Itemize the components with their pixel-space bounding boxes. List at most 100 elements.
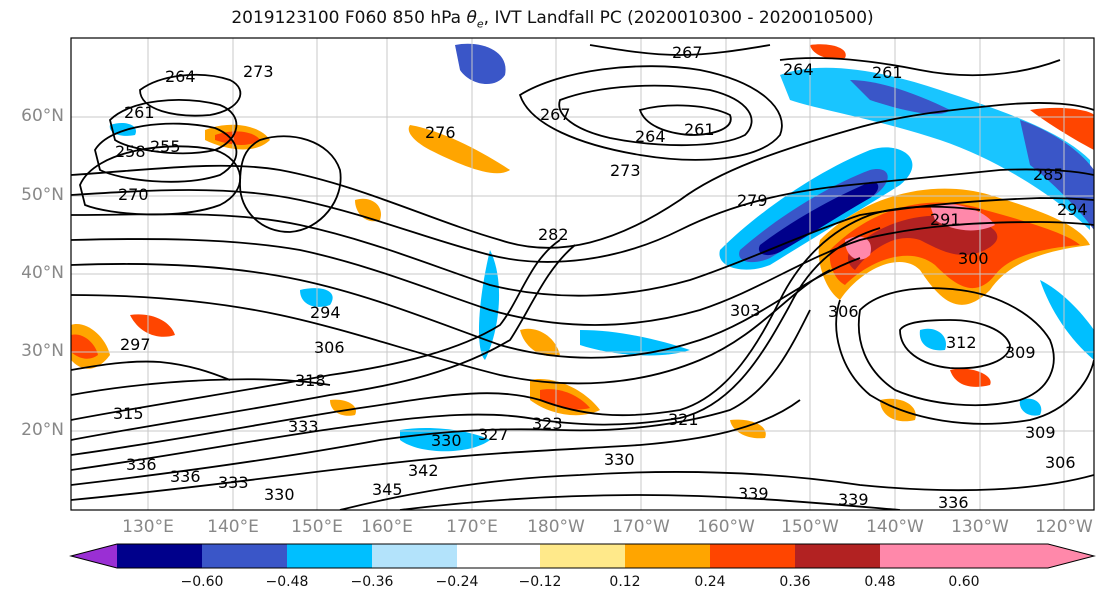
contour-label: 339 bbox=[738, 484, 769, 503]
contour-label: 300 bbox=[958, 249, 989, 268]
contour-label: 339 bbox=[838, 490, 869, 509]
blue-region-bering bbox=[455, 43, 506, 85]
colorbar-tick-label: 0.36 bbox=[779, 574, 811, 590]
contour-label: 273 bbox=[243, 62, 274, 81]
lat-label: 30°N bbox=[21, 341, 64, 361]
colorbar-extend-high bbox=[964, 544, 1094, 568]
lat-label: 60°N bbox=[21, 106, 64, 126]
blue-region-west-coast bbox=[1040, 280, 1094, 360]
contour-labels: 264 261 258 255 273 270 276 267 264 261 … bbox=[113, 43, 1088, 512]
colorbar-segment bbox=[625, 544, 710, 568]
contour-label: 309 bbox=[1005, 343, 1036, 362]
contour-label: 345 bbox=[372, 480, 403, 499]
contour-label: 342 bbox=[408, 461, 439, 480]
colorbar-segment bbox=[372, 544, 457, 568]
colorbar-tick-label: 0.12 bbox=[609, 574, 641, 590]
contour-label: 261 bbox=[684, 120, 715, 139]
contour-label: 264 bbox=[635, 127, 666, 146]
warm-region-kamchatka bbox=[408, 125, 510, 174]
contour-label: 261 bbox=[872, 63, 903, 82]
blue-patch-1 bbox=[300, 288, 333, 307]
warm-patch-8 bbox=[810, 44, 846, 60]
colorbar-segment bbox=[202, 544, 287, 568]
lon-label: 160°W bbox=[697, 517, 755, 537]
lon-label: 120°W bbox=[1035, 517, 1093, 537]
lat-label: 20°N bbox=[21, 420, 64, 440]
contour-label: 297 bbox=[120, 335, 151, 354]
blue-region-canada bbox=[1020, 120, 1094, 230]
lon-label: 180°W bbox=[527, 517, 585, 537]
colorbar bbox=[69, 543, 1096, 569]
colorbar-extend-low bbox=[71, 544, 117, 568]
colorbar-segment bbox=[710, 544, 795, 568]
warm-patch-2 bbox=[130, 314, 175, 337]
lon-label: 170°E bbox=[446, 517, 498, 537]
lat-label: 40°N bbox=[21, 263, 64, 283]
lat-label: 50°N bbox=[21, 185, 64, 205]
map-frame bbox=[70, 37, 1095, 511]
contour-label: 258 bbox=[115, 142, 146, 161]
title-suffix: , IVT Landfall PC (2020010300 - 20200105… bbox=[483, 8, 874, 28]
contour-label: 294 bbox=[310, 303, 341, 322]
contour-label: 318 bbox=[295, 371, 326, 390]
colorbar-tick-label: −0.12 bbox=[518, 574, 562, 590]
lon-label: 160°E bbox=[361, 517, 413, 537]
colorbar-segment bbox=[117, 544, 202, 568]
blue-region-alaska-inner bbox=[850, 80, 950, 115]
lon-label: 170°W bbox=[612, 517, 670, 537]
contour-label: 321 bbox=[668, 410, 699, 429]
lon-label: 130°W bbox=[951, 517, 1009, 537]
colorbar-segment bbox=[880, 544, 964, 568]
colorbar-tick-label: −0.24 bbox=[435, 574, 479, 590]
colorbar-tick-label: −0.60 bbox=[180, 574, 224, 590]
colorbar-segment bbox=[287, 544, 372, 568]
blue-region-alaska bbox=[780, 67, 1090, 231]
contour-label: 309 bbox=[1025, 423, 1056, 442]
contour-label: 279 bbox=[737, 191, 768, 210]
contour-label: 261 bbox=[124, 103, 155, 122]
contour-label: 315 bbox=[113, 404, 144, 423]
lon-label: 150°W bbox=[781, 517, 839, 537]
contour-label: 270 bbox=[118, 185, 149, 204]
colorbar-tick-label: −0.36 bbox=[350, 574, 394, 590]
lon-label: 140°W bbox=[866, 517, 924, 537]
contour-label: 306 bbox=[1045, 453, 1076, 472]
map-title: 2019123100 F060 850 hPa θe, IVT Landfall… bbox=[0, 8, 1105, 30]
title-prefix: 2019123100 F060 850 hPa bbox=[231, 8, 467, 28]
contour-label: 323 bbox=[532, 414, 563, 433]
theta-e-contours bbox=[71, 44, 1094, 510]
warm-patch-1 bbox=[520, 328, 560, 357]
contour-label: 294 bbox=[1057, 200, 1088, 219]
contour-label: 330 bbox=[604, 450, 635, 469]
blue-patch-2 bbox=[919, 328, 946, 351]
blue-region-core bbox=[758, 181, 879, 256]
colorbar-tick-label: −0.48 bbox=[265, 574, 309, 590]
contour-label: 330 bbox=[264, 485, 295, 504]
theta-subscript: e bbox=[476, 17, 484, 31]
contour-label: 267 bbox=[672, 43, 703, 62]
lon-label: 150°E bbox=[291, 517, 343, 537]
colorbar-segment bbox=[540, 544, 625, 568]
shaded-anomalies bbox=[71, 43, 1094, 452]
colorbar-tick-label: 0.48 bbox=[864, 574, 896, 590]
contour-label: 276 bbox=[425, 123, 456, 142]
contour-label: 333 bbox=[218, 473, 249, 492]
contour-label: 306 bbox=[828, 302, 859, 321]
contour-label: 312 bbox=[946, 333, 977, 352]
contour-label: 336 bbox=[170, 467, 201, 486]
contour-label: 282 bbox=[538, 225, 569, 244]
contour-label: 303 bbox=[730, 301, 761, 320]
contour-label: 333 bbox=[288, 417, 319, 436]
blue-streak-central bbox=[478, 250, 500, 360]
contour-label: 291 bbox=[930, 210, 961, 229]
contour-label: 327 bbox=[478, 425, 509, 444]
contour-label: 267 bbox=[540, 105, 571, 124]
lon-label: 130°E bbox=[122, 517, 174, 537]
colorbar-tick-label: 0.24 bbox=[694, 574, 726, 590]
warm-region-canada bbox=[1030, 107, 1094, 150]
contour-label: 273 bbox=[610, 161, 641, 180]
theta-symbol: θ bbox=[466, 8, 477, 28]
blue-region-subtropics bbox=[580, 330, 690, 356]
contour-label: 255 bbox=[150, 137, 181, 156]
